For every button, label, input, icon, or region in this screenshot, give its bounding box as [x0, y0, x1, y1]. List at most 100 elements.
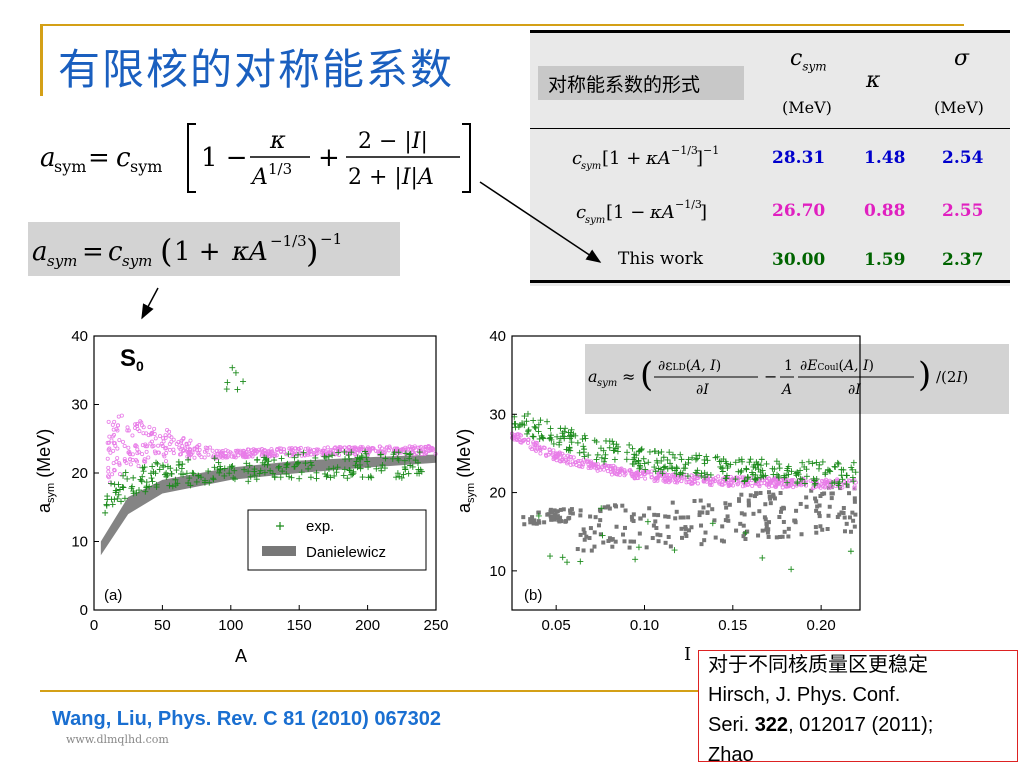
note-line-4: Zhao	[708, 744, 754, 766]
formula-micro-svg: a sym ≈ ( ∂εLD(A, I) ∂I − 1 A ∂ECoul(A, …	[588, 355, 968, 398]
svg-text:a: a	[40, 143, 56, 173]
formula-micro-box	[585, 344, 1009, 414]
row1-formula: c sym [1 + κA −1/3 ] −1	[572, 144, 719, 172]
table-cell-kappa-1: 1.48	[864, 148, 906, 168]
table-cell-kappa-3: 1.59	[864, 250, 906, 270]
svg-text:sym: sym	[581, 161, 601, 172]
note-text: 对于不同核质量区更稳定 Hirsch, J. Phys. Conf. Seri.…	[708, 650, 933, 770]
svg-text:−1: −1	[703, 144, 719, 157]
svg-text:c: c	[108, 237, 123, 267]
x-tick-label-a: 50	[154, 617, 171, 634]
svg-text:/(2I): /(2I)	[936, 368, 968, 386]
note-line-3: Seri. 322, 012017 (2011);	[708, 714, 934, 736]
exp-points-b	[511, 410, 859, 573]
table-rule-bottom	[530, 280, 1010, 283]
title-rule-left	[40, 24, 43, 96]
svg-text:2 − |I|: 2 − |I|	[358, 129, 428, 154]
plot-frame-b	[511, 335, 861, 611]
x-tick-label-a: 150	[287, 617, 312, 634]
svg-text:κ: κ	[269, 126, 286, 154]
watermark-url: www.dlmqlhd.com	[66, 733, 169, 746]
svg-text:A: A	[250, 165, 268, 190]
y-tick-label-a: 10	[71, 534, 88, 551]
footer-rule	[40, 690, 710, 692]
formula-main-svg: a sym = c sym 1 − κ A 1/3 + 2 − |I| 2 + …	[40, 123, 471, 193]
y-tick-label-a: 30	[71, 397, 88, 414]
table-header-form-box	[538, 66, 744, 100]
y-axis-label-b: asym (MeV)	[454, 429, 477, 513]
svg-text:a: a	[32, 237, 48, 267]
y-axis-label-a: asym (MeV)	[34, 429, 57, 513]
note-box	[698, 650, 1018, 762]
y-tick-label-a: 20	[71, 465, 88, 482]
svg-text:]: ]	[696, 148, 703, 169]
y-tick-label-b: 10	[489, 563, 506, 580]
note-line-2: Hirsch, J. Phys. Conf.	[708, 684, 901, 706]
svg-text:1/3: 1/3	[268, 160, 292, 178]
formula-s0-svg: a sym = c sym ( 1 + κA −1/3 ) −1	[32, 230, 342, 270]
svg-text:sym: sym	[122, 252, 152, 270]
svg-text:κA: κA	[231, 237, 268, 267]
y-tick-label-a: 0	[80, 602, 88, 619]
legend-a: exp. Danielewicz	[247, 509, 427, 571]
formula-main: a sym = c sym 1 − κ A 1/3 + 2 − |I| 2 + …	[38, 118, 478, 205]
table-rule-mid	[530, 128, 1010, 129]
svg-text:c: c	[572, 148, 582, 169]
x-tick-label-b: 0.10	[630, 617, 659, 634]
svg-text:sym: sym	[47, 252, 77, 270]
table-cell-csym-2: 26.70	[772, 201, 826, 221]
svg-text:∂I: ∂I	[696, 382, 709, 398]
table-row-label-3: This work	[618, 249, 704, 269]
row2-formula: c sym [1 − κA −1/3 ]	[576, 198, 707, 226]
y-tick-label-b: 20	[489, 485, 506, 502]
svg-text:[1 −: [1 −	[606, 202, 645, 223]
chart-b: 0.05 0.10 0.15 0.20 10 20 30 40 asym (MeV) (b)	[454, 328, 861, 634]
chart-b-xlabel: I	[684, 644, 692, 665]
x-tick-label-b: 0.15	[718, 617, 747, 634]
table-header-csym: csym	[790, 46, 827, 74]
arrow-to-s0	[141, 287, 159, 320]
svg-text:c: c	[116, 143, 131, 173]
svg-text:−1: −1	[320, 232, 342, 248]
formula-s0-box	[28, 222, 400, 276]
svg-text:=: =	[88, 143, 110, 173]
svg-text:): )	[918, 355, 931, 395]
svg-text:sym: sym	[130, 157, 162, 176]
table-header-form: 对称能系数的形式	[548, 74, 701, 96]
table-header-kappa: κ	[866, 68, 881, 93]
legend-danielewicz-label: Danielewicz	[306, 544, 386, 561]
svg-text:(: (	[640, 355, 653, 395]
svg-text:−1/3: −1/3	[270, 232, 307, 250]
title-rule-top	[40, 24, 964, 26]
exp-points-a	[102, 364, 425, 516]
svg-text:]: ]	[700, 202, 707, 223]
legend-exp-marker	[276, 522, 284, 530]
table-cell-csym-1: 28.31	[772, 148, 826, 168]
arrow-to-this-work	[479, 181, 602, 263]
note-line-1: 对于不同核质量区更稳定	[708, 654, 928, 676]
table-cell-kappa-2: 0.88	[864, 201, 906, 221]
svg-text:sym: sym	[54, 157, 86, 176]
table-row-label-1: c sym [1 + κA −1/3 ] −1	[572, 144, 752, 177]
svg-text:1 −: 1 −	[201, 143, 248, 173]
table-cell-sigma-1: 2.54	[942, 148, 984, 168]
y-tick-label-b: 30	[489, 406, 506, 423]
svg-text:∂I: ∂I	[848, 382, 861, 398]
table-unit-sigma: (MeV)	[934, 98, 984, 117]
danielewicz-band	[100, 454, 436, 556]
formula-s0: a sym = c sym ( 1 + κA −1/3 ) −1	[32, 230, 402, 279]
svg-text:κA: κA	[649, 202, 675, 223]
x-tick-label-b: 0.05	[542, 617, 571, 634]
svg-text:(: (	[160, 232, 172, 270]
svg-text:−: −	[764, 367, 777, 386]
legend-danielewicz-marker	[262, 546, 296, 556]
citation: Wang, Liu, Phys. Rev. C 81 (2010) 067302	[52, 708, 442, 730]
svg-text:): )	[306, 232, 318, 270]
svg-text:sym: sym	[585, 215, 605, 226]
table-cell-csym-3: 30.00	[772, 250, 826, 270]
table-rule-top	[530, 30, 1010, 33]
svg-text:A: A	[780, 382, 792, 398]
svg-text:≈: ≈	[622, 367, 635, 386]
svg-text:a: a	[588, 367, 598, 386]
